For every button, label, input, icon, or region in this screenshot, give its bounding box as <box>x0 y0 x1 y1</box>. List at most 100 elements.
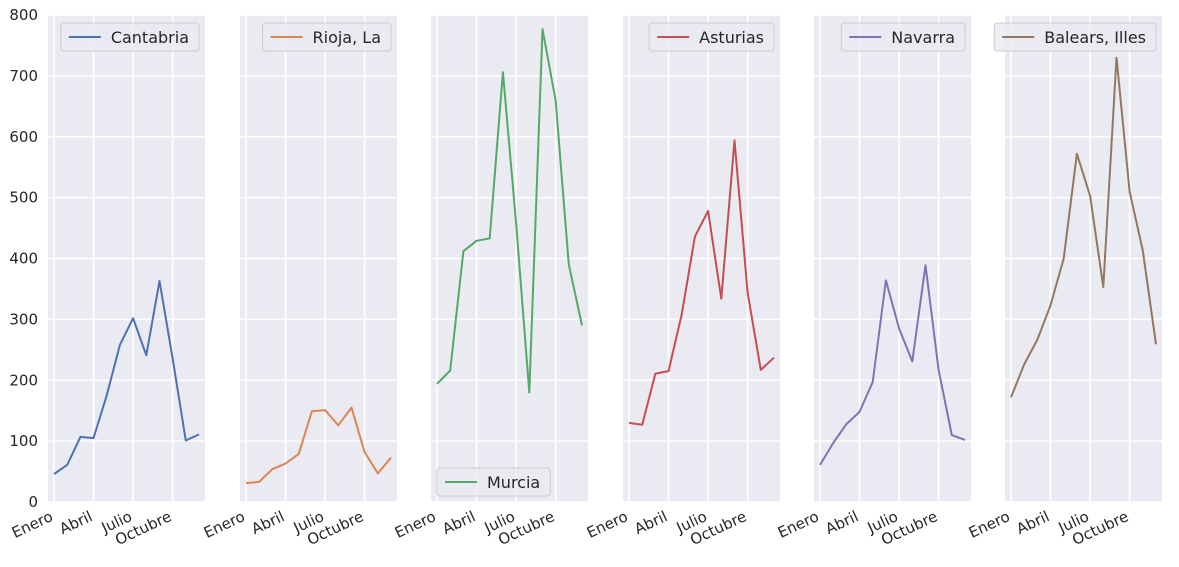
data-point <box>377 472 379 474</box>
data-point <box>654 373 656 375</box>
data-point <box>819 464 821 466</box>
legend-label: Cantabria <box>111 28 189 47</box>
legend-label: Asturias <box>699 28 764 47</box>
data-point <box>898 328 900 330</box>
data-point <box>747 292 749 294</box>
x-tick-label: Abril <box>1014 507 1053 538</box>
data-point <box>390 457 392 459</box>
y-tick-label: 500 <box>9 189 38 207</box>
data-point <box>832 442 834 444</box>
legend-box <box>840 22 966 52</box>
legend-box <box>436 467 551 497</box>
legend-box <box>993 22 1157 52</box>
data-point <box>271 468 273 470</box>
x-tick-label: Enero <box>9 507 56 542</box>
legend: Navarra <box>840 22 966 52</box>
legend: Asturias <box>648 22 775 52</box>
data-point <box>872 381 874 383</box>
data-point <box>938 369 940 371</box>
data-point <box>555 99 557 101</box>
data-point <box>145 354 147 356</box>
legend: Rioja, La <box>262 22 392 52</box>
legend-label: Navarra <box>891 28 955 47</box>
data-point <box>515 222 517 224</box>
data-point <box>720 298 722 300</box>
data-point <box>568 264 570 266</box>
legend-label: Balears, Illes <box>1044 28 1146 47</box>
data-point <box>1010 396 1012 398</box>
data-point <box>528 391 530 393</box>
data-point <box>581 324 583 326</box>
data-point <box>1089 195 1091 197</box>
data-point <box>119 344 121 346</box>
data-point <box>502 71 504 73</box>
legend-box <box>60 22 200 52</box>
data-point <box>1076 153 1078 155</box>
data-point <box>436 383 438 385</box>
data-point <box>285 463 287 465</box>
series-line <box>436 28 583 394</box>
legend-label: Murcia <box>487 473 540 492</box>
data-point <box>694 236 696 238</box>
x-tick-label: Abril <box>440 507 479 538</box>
data-point <box>93 437 95 439</box>
data-point <box>964 439 966 441</box>
data-point <box>1155 343 1157 345</box>
y-tick-label: 400 <box>9 250 38 268</box>
data-point <box>364 451 366 453</box>
data-point <box>311 410 313 412</box>
y-tick-label: 600 <box>9 128 38 146</box>
data-point <box>66 464 68 466</box>
data-point <box>245 482 247 484</box>
data-point <box>298 453 300 455</box>
legend: Cantabria <box>60 22 200 52</box>
data-point <box>641 424 643 426</box>
data-point <box>628 422 630 424</box>
data-point <box>859 411 861 413</box>
data-point <box>324 409 326 411</box>
data-point <box>951 434 953 436</box>
data-point <box>449 370 451 372</box>
data-point <box>668 370 670 372</box>
y-tick-label: 300 <box>9 310 38 328</box>
legend-box <box>648 22 775 52</box>
data-point <box>1129 191 1131 193</box>
legend-label: Rioja, La <box>313 28 382 47</box>
y-tick-label: 800 <box>9 6 38 24</box>
data-point <box>1050 304 1052 306</box>
series-line <box>53 280 200 475</box>
x-tick-label: Abril <box>57 507 96 538</box>
data-point <box>132 317 134 319</box>
y-tick-label: 100 <box>9 432 38 450</box>
data-point <box>172 357 174 359</box>
data-point <box>106 394 108 396</box>
data-point <box>258 481 260 483</box>
x-tick-label: Abril <box>823 507 862 538</box>
data-point <box>681 314 683 316</box>
data-point <box>350 407 352 409</box>
x-tick-label: Abril <box>632 507 671 538</box>
data-point <box>476 240 478 242</box>
data-point <box>1102 286 1104 288</box>
data-point <box>760 369 762 371</box>
data-point <box>845 423 847 425</box>
data-point <box>773 357 775 359</box>
data-point <box>1142 250 1144 252</box>
legend-box <box>262 22 392 52</box>
data-point <box>158 280 160 282</box>
x-tick-label: Enero <box>201 507 248 542</box>
data-point <box>541 28 543 30</box>
x-tick-label: Abril <box>249 507 288 538</box>
x-tick-label: Enero <box>584 507 631 542</box>
data-point <box>53 473 55 475</box>
legend: Murcia <box>436 467 551 497</box>
data-point <box>462 250 464 252</box>
data-point <box>185 440 187 442</box>
data-point <box>337 424 339 426</box>
data-point <box>1023 363 1025 365</box>
